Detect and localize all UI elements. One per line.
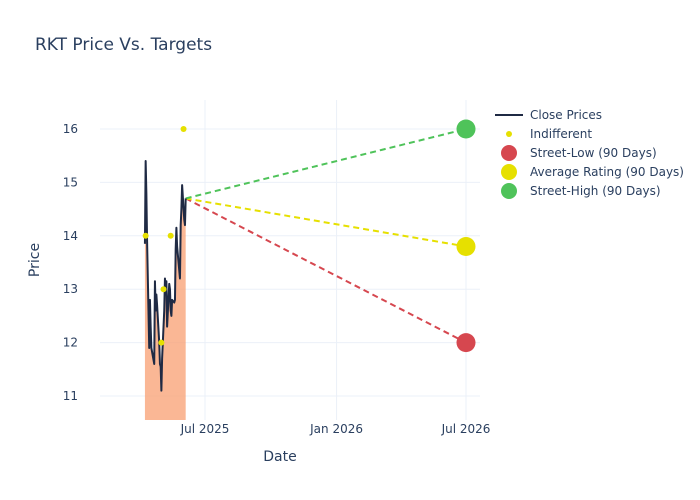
y-tick-label: 16 (63, 122, 78, 136)
y-tick-label: 13 (63, 282, 78, 296)
average-rating-days-line (185, 197, 467, 248)
legend-label: Indifferent (530, 127, 592, 141)
legend-label: Average Rating (90 Days) (530, 165, 684, 179)
y-axis-title: Price (27, 243, 43, 277)
target-markers (456, 119, 476, 353)
indifferent-point (160, 286, 167, 293)
indifferent-points (142, 126, 187, 346)
legend-item: Street-Low (90 Days) (501, 145, 657, 161)
indifferent-point (167, 232, 174, 239)
x-axis-title: Date (263, 449, 296, 465)
chart-title: RKT Price Vs. Targets (35, 35, 212, 55)
x-tick-label: Jan 2026 (309, 422, 363, 436)
legend-item: Average Rating (90 Days) (501, 164, 684, 180)
x-axis-ticks: Jul 2025 Jan 2026 Jul 2026 (180, 422, 491, 436)
y-tick-label: 15 (63, 175, 78, 189)
y-tick-label: 14 (63, 229, 78, 243)
legend-label: Street-Low (90 Days) (530, 146, 657, 160)
indifferent-point (158, 339, 165, 346)
legend-dot-symbol (501, 164, 517, 180)
legend-dot-symbol (501, 183, 517, 199)
y-tick-label: 11 (63, 389, 78, 403)
x-tick-label: Jul 2026 (441, 422, 491, 436)
street-low-days-line (185, 197, 467, 344)
street-high-days-marker (456, 119, 476, 139)
legend-label: Close Prices (530, 108, 602, 122)
y-tick-label: 12 (63, 336, 78, 350)
close-price-line (143, 160, 187, 392)
indifferent-point (180, 126, 187, 132)
average-rating-days-marker (456, 236, 476, 256)
y-axis-ticks: 11 12 13 14 15 16 (63, 122, 78, 403)
legend-dot-symbol (506, 131, 512, 137)
legend-dot-symbol (501, 145, 517, 161)
street-high-days-line (185, 128, 467, 200)
close-price-layer (143, 160, 187, 392)
legend-item: Close Prices (495, 108, 602, 122)
legend-label: Street-High (90 Days) (530, 184, 661, 198)
legend: Close Prices Indifferent Street-Low (90 Da… (495, 108, 684, 199)
legend-item: Indifferent (506, 127, 592, 141)
x-tick-label: Jul 2025 (180, 422, 230, 436)
indifferent-point (142, 232, 149, 239)
target-lines (185, 128, 467, 344)
street-low-days-marker (456, 333, 476, 353)
legend-item: Street-High (90 Days) (501, 183, 661, 199)
